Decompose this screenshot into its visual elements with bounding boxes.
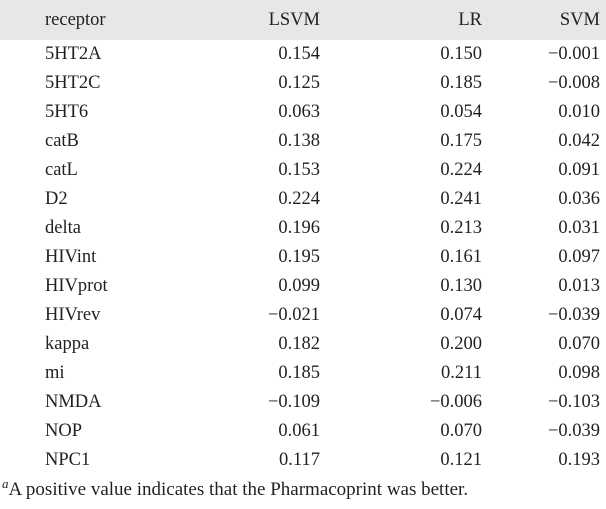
lsvm-cell: 0.196 xyxy=(278,218,320,238)
lsvm-cell: 0.182 xyxy=(278,334,320,354)
lr-cell: 0.185 xyxy=(440,73,482,93)
lr-cell: 0.130 xyxy=(440,276,482,296)
table-row: NPC1 0.117 0.121 0.193 xyxy=(0,446,606,475)
table-footnote: aA positive value indicates that the Pha… xyxy=(2,476,468,501)
svm-cell: 0.013 xyxy=(558,276,600,296)
receptor-cell: HIVrev xyxy=(45,305,101,325)
svm-cell: 0.010 xyxy=(558,102,600,122)
lr-cell: 0.161 xyxy=(440,247,482,267)
footnote-text: A positive value indicates that the Phar… xyxy=(8,479,469,500)
lr-cell: 0.074 xyxy=(440,305,482,325)
table-row: D2 0.224 0.241 0.036 xyxy=(0,185,606,214)
svm-cell: 0.031 xyxy=(558,218,600,238)
table-row: 5HT2C 0.125 0.185 −0.008 xyxy=(0,69,606,98)
svm-cell: 0.042 xyxy=(558,131,600,151)
receptor-cell: NPC1 xyxy=(45,450,91,470)
table-header: receptor LSVM LR SVM xyxy=(0,0,606,40)
receptor-cell: NMDA xyxy=(45,392,102,412)
header-row: receptor LSVM LR SVM xyxy=(0,0,606,40)
table-row: HIVrev −0.021 0.074 −0.039 xyxy=(0,301,606,330)
table-row: kappa 0.182 0.200 0.070 xyxy=(0,330,606,359)
lr-cell: −0.006 xyxy=(429,392,482,412)
table-row: NMDA −0.109 −0.006 −0.103 xyxy=(0,388,606,417)
lsvm-cell: 0.117 xyxy=(279,450,320,470)
lr-cell: 0.213 xyxy=(440,218,482,238)
svm-cell: −0.001 xyxy=(547,44,600,64)
lsvm-cell: 0.138 xyxy=(278,131,320,151)
svm-cell: 0.070 xyxy=(558,334,600,354)
lr-cell: 0.054 xyxy=(440,102,482,122)
table-row: HIVint 0.195 0.161 0.097 xyxy=(0,243,606,272)
results-table-container: receptor LSVM LR SVM 5HT2A 0.154 0.150 −0.0… xyxy=(0,0,606,475)
lr-cell: 0.200 xyxy=(440,334,482,354)
table-body: 5HT2A 0.154 0.150 −0.001 5HT2C 0.125 0.185 −0.0… xyxy=(0,40,606,475)
column-header-receptor: receptor xyxy=(45,9,106,30)
receptor-cell: D2 xyxy=(45,189,68,209)
lsvm-cell: 0.154 xyxy=(278,44,320,64)
receptor-cell: catL xyxy=(45,160,78,180)
table-row: catL 0.153 0.224 0.091 xyxy=(0,156,606,185)
receptor-cell: catB xyxy=(45,131,79,151)
lr-cell: 0.175 xyxy=(440,131,482,151)
receptor-cell: HIVprot xyxy=(45,276,108,296)
receptor-cell: 5HT2A xyxy=(45,44,102,64)
lr-cell: 0.241 xyxy=(440,189,482,209)
svm-cell: −0.008 xyxy=(547,73,600,93)
svm-cell: 0.091 xyxy=(558,160,600,180)
lr-cell: 0.211 xyxy=(441,363,482,383)
table-row: NOP 0.061 0.070 −0.039 xyxy=(0,417,606,446)
column-header-svm: SVM xyxy=(559,9,600,30)
svm-cell: −0.039 xyxy=(547,421,600,441)
receptor-cell: HIVint xyxy=(45,247,97,267)
lsvm-cell: 0.185 xyxy=(278,363,320,383)
lsvm-cell: 0.125 xyxy=(278,73,320,93)
svm-cell: 0.097 xyxy=(558,247,600,267)
table-row: delta 0.196 0.213 0.031 xyxy=(0,214,606,243)
footnote-marker: a xyxy=(2,476,9,491)
table-row: 5HT2A 0.154 0.150 −0.001 xyxy=(0,40,606,69)
table-row: 5HT6 0.063 0.054 0.010 xyxy=(0,98,606,127)
column-header-lr: LR xyxy=(458,9,482,30)
lsvm-cell: −0.109 xyxy=(267,392,320,412)
lr-cell: 0.150 xyxy=(440,44,482,64)
lr-cell: 0.070 xyxy=(440,421,482,441)
svm-cell: −0.039 xyxy=(547,305,600,325)
lsvm-cell: 0.099 xyxy=(278,276,320,296)
table-row: mi 0.185 0.211 0.098 xyxy=(0,359,606,388)
lsvm-cell: 0.061 xyxy=(278,421,320,441)
lsvm-cell: 0.195 xyxy=(278,247,320,267)
lr-cell: 0.224 xyxy=(440,160,482,180)
svm-cell: −0.103 xyxy=(547,392,600,412)
table-row: HIVprot 0.099 0.130 0.013 xyxy=(0,272,606,301)
lr-cell: 0.121 xyxy=(440,450,482,470)
lsvm-cell: 0.224 xyxy=(278,189,320,209)
receptor-cell: 5HT2C xyxy=(45,73,101,93)
lsvm-cell: −0.021 xyxy=(267,305,320,325)
lsvm-cell: 0.153 xyxy=(278,160,320,180)
table-row: catB 0.138 0.175 0.042 xyxy=(0,127,606,156)
results-table: receptor LSVM LR SVM 5HT2A 0.154 0.150 −0.0… xyxy=(0,0,606,475)
svm-cell: 0.193 xyxy=(558,450,600,470)
lsvm-cell: 0.063 xyxy=(278,102,320,122)
receptor-cell: kappa xyxy=(45,334,90,354)
svm-cell: 0.098 xyxy=(558,363,600,383)
receptor-cell: delta xyxy=(45,218,81,238)
receptor-cell: NOP xyxy=(45,421,83,441)
column-header-lsvm: LSVM xyxy=(268,9,320,30)
receptor-cell: mi xyxy=(45,363,65,383)
receptor-cell: 5HT6 xyxy=(45,102,89,122)
svm-cell: 0.036 xyxy=(558,189,600,209)
